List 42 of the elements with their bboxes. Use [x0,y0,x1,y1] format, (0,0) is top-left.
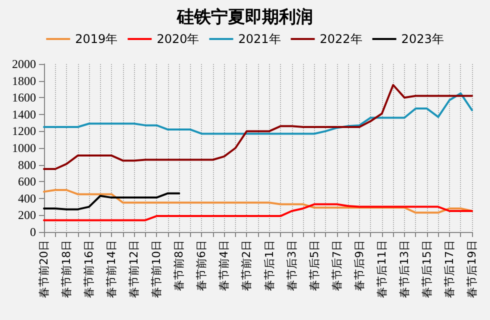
x-tick-label: 春节后19日 [466,240,478,298]
x-tick-label: 春节后17日 [442,240,456,298]
legend-label: 2020年 [156,32,200,46]
x-tick-label: 春节后5日 [308,240,321,291]
x-tick-label: 春节后15日 [420,240,434,298]
legend-label: 2023年 [401,32,444,46]
line-series [43,203,473,222]
legend-label: 2019年 [75,32,118,46]
x-tick-label: 春节后1日 [262,240,276,291]
x-tick-label: 春节后9日 [352,240,366,291]
y-tick-label: 1600 [12,90,36,105]
x-tick-label: 春节前18日 [60,240,74,298]
y-tick-label: 2000 [12,57,36,71]
x-tick-label: 春节后11日 [375,240,388,298]
x-tick-label: 春节前14日 [105,240,118,298]
x-tick-label: 春节前4日 [218,240,231,291]
legend-label: 2021年 [238,32,281,46]
line-series [43,189,473,214]
y-tick-label: 600 [18,174,36,189]
legend-label: 2022年 [320,32,362,46]
y-tick-label: 800 [18,158,36,172]
y-tick-label: 1400 [12,107,36,122]
x-tick-label: 春节前20日 [38,240,50,298]
y-tick-label: 1000 [12,141,36,155]
line-series [43,92,473,135]
x-tick-label: 春节前8日 [172,240,186,291]
x-tick-label: 春节前6日 [195,240,208,291]
y-tick-label: 200 [18,208,36,222]
x-tick-label: 春节后13日 [398,240,411,298]
x-tick-label: 春节后3日 [285,240,298,291]
line-series [43,84,473,170]
x-tick-label: 春节前12日 [128,240,141,298]
x-tick-label: 春节前2日 [240,240,254,291]
x-tick-label: 春节前10日 [150,240,164,298]
chart-title: 硅铁宁夏即期利润 [176,8,313,28]
x-tick-label: 春节后7日 [330,240,344,291]
line-series [43,192,180,210]
y-tick-label: 400 [18,191,36,206]
y-tick-label: 1200 [12,124,36,138]
x-tick-label: 春节前16日 [82,240,96,298]
y-tick-label: 0 [30,225,36,239]
y-tick-label: 1800 [12,74,36,88]
